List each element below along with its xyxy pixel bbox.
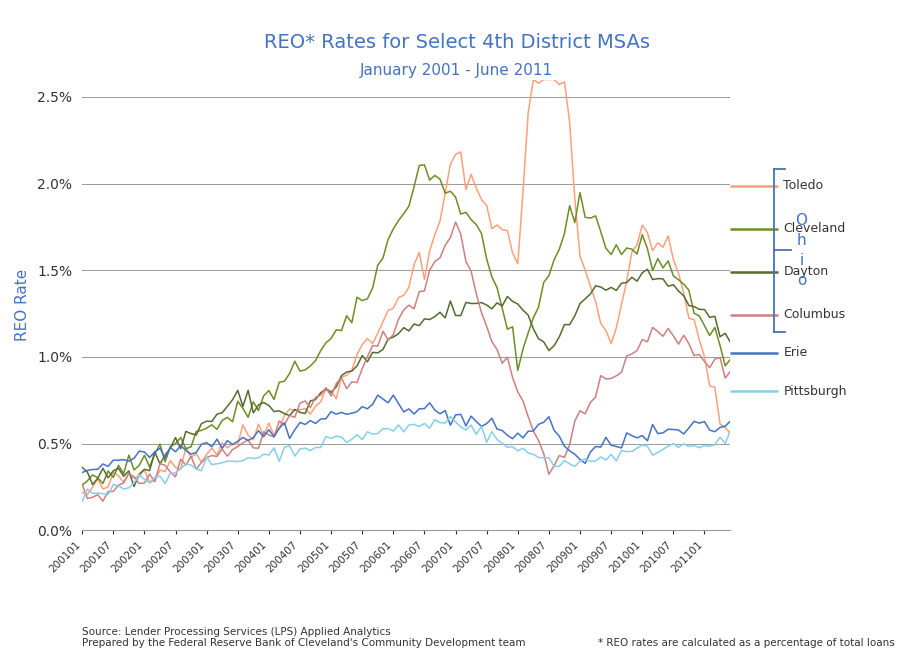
Line: Cleveland: Cleveland bbox=[82, 165, 730, 485]
Cleveland bbox=[481, 255, 492, 263]
Toledo bbox=[388, 304, 399, 312]
Dayton bbox=[388, 333, 399, 341]
Pittsburgh bbox=[118, 485, 129, 493]
Erie bbox=[77, 469, 88, 477]
Dayton bbox=[77, 463, 88, 471]
Columbus bbox=[725, 367, 736, 375]
Columbus bbox=[247, 444, 258, 452]
Text: i: i bbox=[800, 253, 803, 268]
Cleveland bbox=[118, 469, 129, 477]
Erie bbox=[512, 429, 523, 437]
Erie bbox=[466, 412, 477, 420]
Pittsburgh bbox=[725, 426, 736, 434]
Toledo bbox=[481, 202, 492, 210]
Toledo bbox=[528, 76, 539, 84]
Dayton bbox=[481, 301, 492, 309]
Cleveland bbox=[419, 161, 430, 169]
Text: O: O bbox=[795, 213, 808, 228]
Cleveland bbox=[383, 235, 394, 243]
Text: REO* Rates for Select 4th District MSAs: REO* Rates for Select 4th District MSAs bbox=[264, 33, 649, 52]
Erie bbox=[243, 436, 254, 444]
Dayton bbox=[247, 409, 258, 417]
Text: Toledo: Toledo bbox=[783, 179, 824, 192]
Erie bbox=[481, 420, 492, 428]
Line: Dayton: Dayton bbox=[82, 269, 730, 487]
Dayton bbox=[466, 300, 477, 308]
Erie bbox=[118, 455, 129, 463]
Columbus bbox=[98, 497, 109, 505]
Text: Pittsburgh: Pittsburgh bbox=[783, 385, 847, 398]
Text: Dayton: Dayton bbox=[783, 265, 828, 278]
Line: Pittsburgh: Pittsburgh bbox=[82, 416, 730, 502]
Cleveland bbox=[466, 215, 477, 223]
Toledo bbox=[123, 469, 134, 477]
Pittsburgh bbox=[243, 453, 254, 461]
Erie bbox=[388, 391, 399, 399]
Toledo bbox=[725, 430, 736, 438]
Columbus bbox=[450, 218, 461, 226]
Cleveland bbox=[512, 367, 523, 375]
Columbus bbox=[77, 481, 88, 489]
Text: h: h bbox=[797, 233, 806, 248]
Dayton bbox=[129, 483, 140, 491]
Toledo bbox=[512, 260, 523, 268]
Dayton bbox=[642, 265, 653, 273]
Cleveland bbox=[725, 355, 736, 363]
Text: Columbus: Columbus bbox=[783, 308, 845, 322]
Text: January 2001 - June 2011: January 2001 - June 2011 bbox=[360, 63, 553, 78]
Pittsburgh bbox=[383, 425, 394, 433]
Columbus bbox=[388, 331, 399, 339]
Pittsburgh bbox=[445, 412, 456, 420]
Line: Erie: Erie bbox=[82, 395, 730, 473]
Cleveland bbox=[243, 413, 254, 421]
Text: Cleveland: Cleveland bbox=[783, 222, 845, 235]
Text: Erie: Erie bbox=[783, 346, 808, 359]
Columbus bbox=[123, 469, 134, 477]
Toledo bbox=[466, 170, 477, 178]
Pittsburgh bbox=[512, 447, 523, 455]
Columbus bbox=[518, 397, 529, 405]
Y-axis label: REO Rate: REO Rate bbox=[16, 269, 30, 341]
Cleveland bbox=[77, 481, 88, 489]
Erie bbox=[725, 417, 736, 425]
Toledo bbox=[77, 488, 88, 496]
Text: o: o bbox=[797, 272, 806, 288]
Dayton bbox=[118, 472, 129, 480]
Dayton bbox=[512, 300, 523, 308]
Toledo bbox=[82, 491, 93, 499]
Erie bbox=[383, 399, 394, 407]
Columbus bbox=[487, 337, 498, 345]
Line: Columbus: Columbus bbox=[82, 222, 730, 501]
Pittsburgh bbox=[481, 438, 492, 446]
Pittsburgh bbox=[77, 498, 88, 506]
Text: Source: Lender Processing Services (LPS) Applied Analytics
Prepared by the Feder: Source: Lender Processing Services (LPS)… bbox=[82, 627, 526, 648]
Line: Toledo: Toledo bbox=[82, 80, 730, 495]
Dayton bbox=[725, 338, 736, 346]
Pittsburgh bbox=[466, 421, 477, 429]
Columbus bbox=[471, 290, 482, 298]
Toledo bbox=[247, 436, 258, 444]
Text: * REO rates are calculated as a percentage of total loans: * REO rates are calculated as a percenta… bbox=[598, 638, 895, 648]
